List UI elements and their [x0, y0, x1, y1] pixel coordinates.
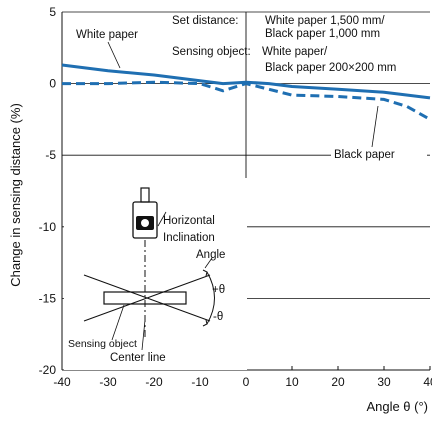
inset-sensing-object-label: Sensing object [68, 338, 137, 350]
inset-horizontal-label: Horizontal [163, 215, 215, 227]
y-tick-label: 5 [49, 5, 56, 19]
x-tick-label: 10 [285, 375, 299, 389]
x-tick-label: 40 [423, 375, 432, 389]
inset-inclination-label: Inclination [163, 232, 215, 244]
inset-diagram: Horizontal Inclination Angle +θ -θ Sensi… [64, 178, 247, 370]
x-tick-label: 0 [243, 375, 250, 389]
set-distance-line1: White paper 1,500 mm/ [265, 15, 385, 27]
sensing-object-line1: White paper/ [262, 46, 328, 58]
inset-plus-theta-label: +θ [212, 284, 225, 296]
sensing-object-line2: Black paper 200×200 mm [265, 62, 396, 74]
center-line-leader [141, 319, 146, 351]
y-tick-label: -15 [39, 291, 57, 305]
y-tick-label: -20 [39, 363, 57, 377]
y-axis-title: Change in sensing distance (%) [8, 103, 23, 287]
angle-leader [204, 257, 213, 269]
y-tick-label: 0 [49, 77, 56, 91]
angle-arc-icon [206, 271, 215, 325]
x-tick-label: -20 [145, 375, 163, 389]
sensor-lens-icon [141, 219, 149, 227]
x-tick-label: -30 [99, 375, 117, 389]
x-tick-label: 20 [331, 375, 345, 389]
annotations: White paper Set distance: White paper 1,… [76, 15, 427, 162]
angle-arrow-icon-2 [202, 319, 208, 327]
axes: 50-5-10-15-20-40-30-20-10010203040 [39, 5, 432, 389]
inset-center-line-label: Center line [110, 352, 166, 364]
set-distance-label: Set distance: [172, 15, 238, 27]
x-tick-label: -10 [191, 375, 209, 389]
y-tick-label: -10 [39, 220, 57, 234]
x-tick-label: -40 [53, 375, 71, 389]
inset-angle-label: Angle [196, 249, 225, 261]
sensor-body-icon [132, 201, 158, 239]
white-paper-leader [107, 41, 121, 69]
sensing-object-plate-icon [103, 291, 187, 305]
set-distance-line2: Black paper 1,000 mm [265, 28, 380, 40]
x-axis-title: Angle θ (°) [366, 399, 428, 414]
x-tick-label: 30 [377, 375, 391, 389]
black-paper-leader [371, 105, 379, 148]
y-tick-label: -5 [45, 148, 56, 162]
inset-background [64, 178, 247, 370]
inclination-line-b [83, 274, 211, 322]
black-paper-label-bg [331, 146, 427, 162]
angle-arrow-icon [202, 269, 208, 277]
horizontal-leader [157, 211, 167, 227]
sensing-object-label: Sensing object: [172, 46, 251, 58]
series-line-black-paper [62, 80, 431, 121]
inset-minus-theta-label: -θ [213, 311, 223, 323]
series-label-black-paper: Black paper [334, 149, 395, 161]
series-label-white-paper: White paper [76, 29, 138, 41]
sensing-object-leader [111, 304, 125, 341]
